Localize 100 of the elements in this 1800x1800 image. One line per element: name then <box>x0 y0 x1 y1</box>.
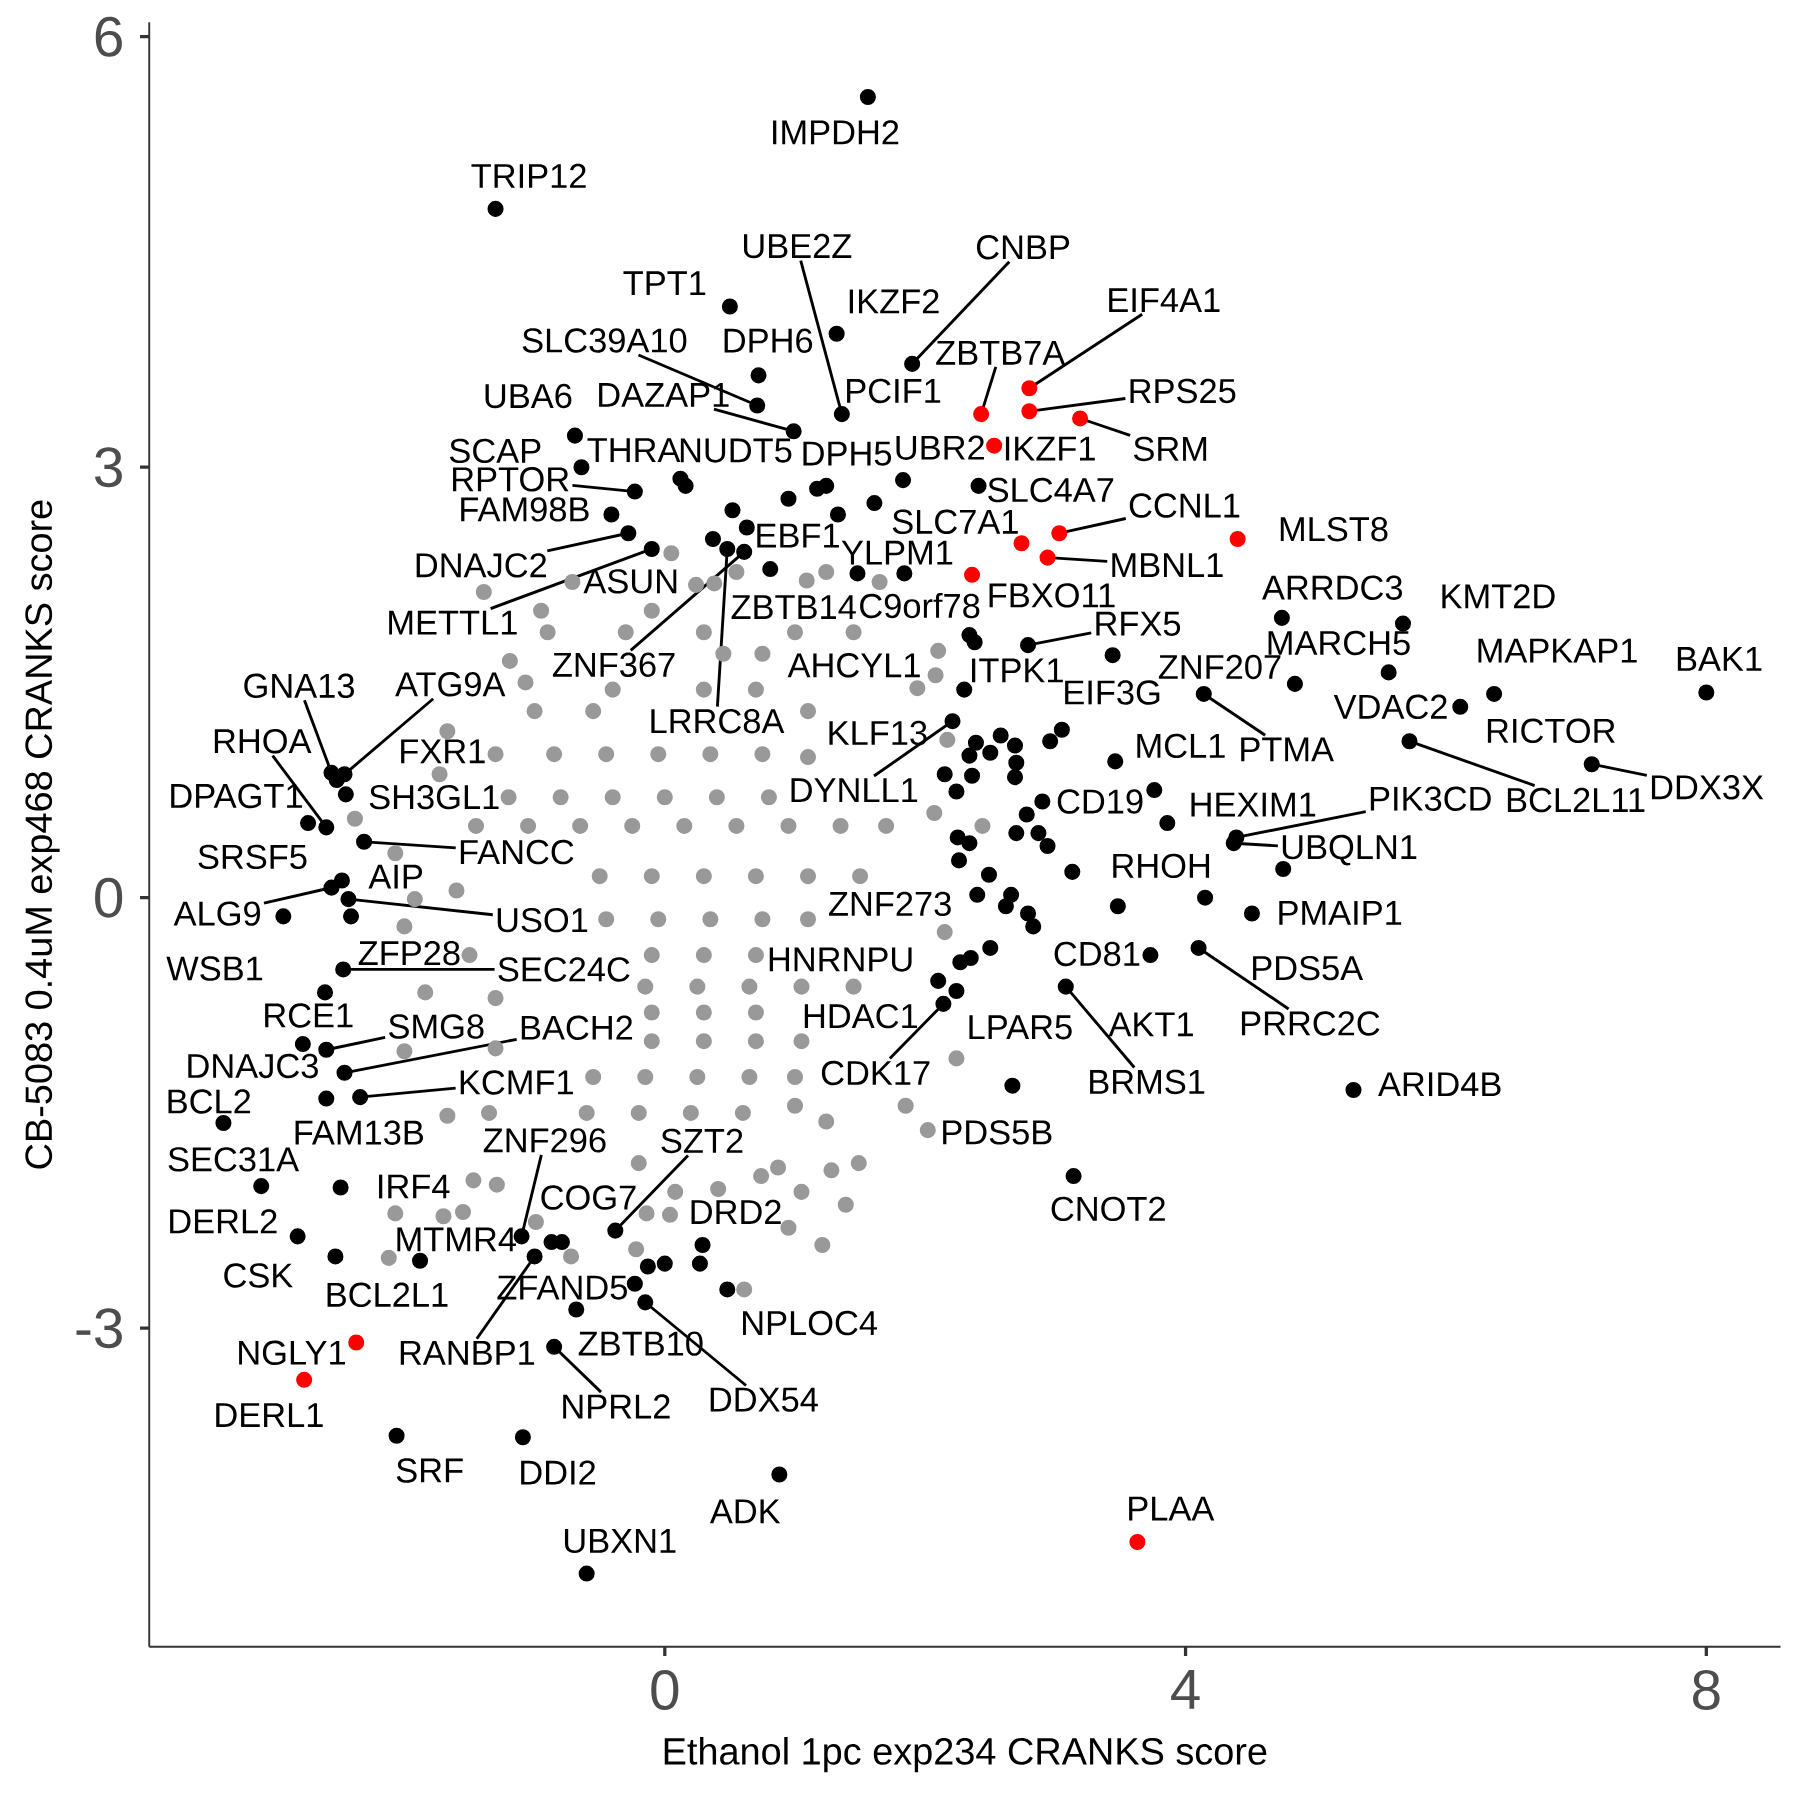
annotation: WSB1 <box>166 956 263 981</box>
annotation: RHOH <box>1113 853 1210 879</box>
x-tick-label: 0 <box>651 1669 679 1710</box>
annotation: CD19 <box>1057 789 1143 814</box>
annotation: UBQLN1 <box>1282 834 1417 866</box>
point <box>1072 410 1089 427</box>
annotation: ZBTB7A <box>936 340 1066 365</box>
annotation: EIF3G <box>1065 680 1160 705</box>
annotation: RPS25 <box>1130 378 1236 404</box>
annotation: AHCYL1 <box>787 653 920 678</box>
annotation: SLC7A1 <box>892 509 1018 534</box>
annotation: PDS5A <box>1253 955 1364 981</box>
annotation: KMT2D <box>1442 584 1555 609</box>
annotation: RPTOR <box>453 467 569 492</box>
annotation: DYNLL1 <box>791 778 918 803</box>
annotation: IKZF2 <box>849 289 939 314</box>
annotation: ARID4B <box>1378 1072 1501 1097</box>
annotation: PMAIP1 <box>1279 901 1402 925</box>
annotation: HEXIM1 <box>1191 792 1316 817</box>
point <box>1129 1533 1146 1551</box>
annotation: SEC31A <box>168 1147 300 1172</box>
annotation: COG7 <box>541 1185 636 1210</box>
annotation: TRIP12 <box>471 163 586 188</box>
y-tick-label: 0 <box>95 877 123 918</box>
annotation: MARCH5 <box>1268 630 1410 656</box>
annotation: EBF1 <box>757 523 839 548</box>
annotation: IMPDH2 <box>773 120 899 145</box>
annotation: SH3GL1 <box>369 784 499 810</box>
annotation: DAZAP1 <box>599 383 729 407</box>
annotation: CDK17 <box>821 1060 930 1086</box>
annotation: MTMR4 <box>397 1227 516 1252</box>
annotation: ADK <box>709 1499 781 1524</box>
annotation: ZNF207 <box>1158 654 1281 680</box>
annotation: ATG9A <box>395 672 506 697</box>
annotation: MAPKAP1 <box>1478 638 1637 663</box>
annotation: CSK <box>224 1263 293 1288</box>
annotation: RFX5 <box>1096 611 1181 636</box>
annotation: BCL2 <box>168 1089 251 1114</box>
point <box>1051 525 1068 542</box>
annotation: RANBP1 <box>400 1341 535 1365</box>
point <box>973 406 990 423</box>
annotation: DDI2 <box>521 1460 596 1485</box>
annotation: FBXO11 <box>989 583 1115 608</box>
y-tick-label: 3 <box>95 447 122 488</box>
annotation: BCL2L11 <box>1507 787 1645 813</box>
annotation: PRRC2C <box>1241 1011 1380 1036</box>
annotation: VDAC2 <box>1333 694 1447 720</box>
annotation: ALG9 <box>173 901 261 926</box>
point <box>986 437 1003 454</box>
x-tick-label: 4 <box>1171 1669 1200 1709</box>
annotation: FANCC <box>460 839 574 865</box>
annotation: ARRDC3 <box>1262 575 1403 600</box>
annotation: BACH2 <box>521 1015 633 1040</box>
annotation: DRD2 <box>691 1199 781 1224</box>
annotation: ZFP28 <box>358 940 460 966</box>
point <box>1013 535 1030 552</box>
annotation: LPAR5 <box>969 1015 1072 1040</box>
annotation: MBNL1 <box>1112 553 1223 577</box>
annotation: PTMA <box>1241 737 1334 762</box>
annotation: RICTOR <box>1487 718 1615 744</box>
point <box>964 566 981 583</box>
annotation: CNBP <box>976 235 1070 260</box>
x-tick-label: 8 <box>1693 1669 1720 1710</box>
annotation: FXR1 <box>401 739 485 764</box>
annotation: SZT2 <box>661 1128 743 1154</box>
annotation: BAK1 <box>1677 647 1762 671</box>
annotation: METTL1 <box>389 610 517 635</box>
annotation: SRF <box>396 1458 463 1483</box>
point <box>348 1334 365 1351</box>
annotation: DDX54 <box>710 1387 818 1412</box>
y-axis-title: CB-5083 0.4uM exp468 CRANKS score <box>25 500 60 1169</box>
annotation: PIK3CD <box>1370 786 1491 811</box>
annotation: NGLY1 <box>239 1340 345 1365</box>
point <box>1021 380 1038 397</box>
annotation: DPH6 <box>724 328 813 353</box>
annotation: PLAA <box>1129 1496 1215 1521</box>
annotation: AKT1 <box>1108 1012 1193 1037</box>
annotation: EIF4A1 <box>1109 288 1220 312</box>
annotation: ITPK1 <box>972 658 1063 683</box>
annotation: RHOA <box>214 728 312 754</box>
point <box>1021 403 1038 420</box>
annotation: DPAGT1 <box>171 783 302 809</box>
annotation: SCAP <box>449 438 541 464</box>
annotation: NUDT5 <box>680 438 792 463</box>
annotation: BCL2L1 <box>327 1282 448 1308</box>
annotation: SLC4A7 <box>988 477 1114 503</box>
annotation: ASUN <box>583 569 677 594</box>
annotation: UBXN1 <box>564 1529 676 1554</box>
annotation: YLPM1 <box>841 540 953 565</box>
annotation: ZNF273 <box>828 891 951 917</box>
annotation: UBA6 <box>485 383 572 409</box>
annotation: ZBTB14 <box>731 595 856 619</box>
annotation: DNAJC3 <box>188 1053 318 1079</box>
annotation: CNOT2 <box>1051 1196 1165 1222</box>
y-tick-label: 6 <box>95 16 122 57</box>
annotation: DERL1 <box>216 1403 323 1427</box>
annotation: DDX3X <box>1651 775 1764 800</box>
annotation: PDS5B <box>943 1120 1052 1145</box>
y-tick-label: -3 <box>76 1308 122 1349</box>
annotation: SMG8 <box>389 1014 484 1039</box>
